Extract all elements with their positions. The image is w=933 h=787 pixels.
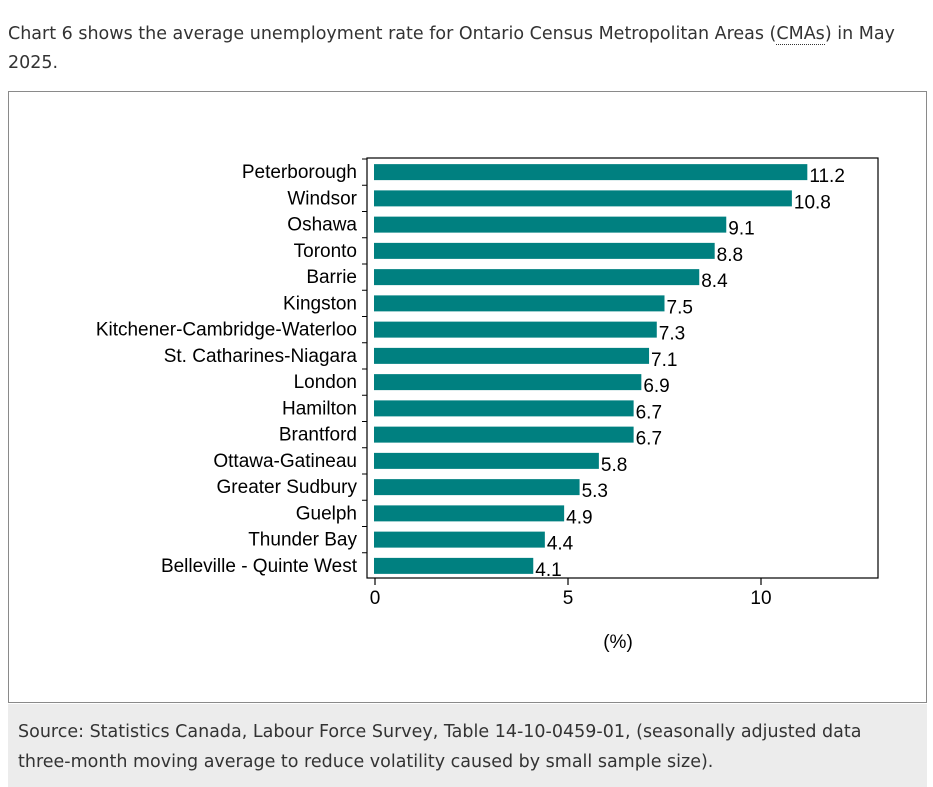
x-axis-title: (%): [603, 632, 633, 653]
value-label: 6.7: [636, 402, 662, 423]
category-label: Hamilton: [282, 398, 357, 419]
category-label: Thunder Bay: [248, 530, 357, 551]
category-label: Brantford: [279, 425, 357, 446]
bar-hamilton: [374, 400, 634, 417]
value-label: 7.5: [667, 297, 693, 318]
category-label: Peterborough: [242, 162, 357, 183]
value-label: 11.2: [809, 166, 845, 187]
bar-windsor: [374, 190, 792, 207]
bar-ottawa-gatineau: [374, 452, 599, 469]
bar-toronto: [374, 242, 715, 259]
bar-belleville-quinte-west: [374, 557, 534, 574]
category-label: Greater Sudbury: [217, 477, 358, 498]
bar-st-catharines-niagara: [374, 347, 650, 364]
category-label: Barrie: [306, 267, 357, 288]
chart-source-note: Source: Statistics Canada, Labour Force …: [8, 704, 927, 787]
bar-london: [374, 374, 642, 391]
unemployment-bar-chart: 0 5 10 (%) Peterborough 11.2 Windsor 10.8 Oshawa…: [96, 157, 879, 653]
intro-text-before: Chart 6 shows the average unemployment r…: [8, 23, 777, 44]
value-label: 10.8: [794, 192, 831, 213]
bar-brantford: [374, 426, 634, 443]
bar-peterborough: [374, 164, 808, 181]
bar-kitchener-cambridge-waterloo: [374, 321, 657, 338]
category-label: Belleville - Quinte West: [161, 556, 358, 577]
value-label: 4.4: [547, 534, 574, 555]
chart-container: 0 5 10 (%) Peterborough 11.2 Windsor 10.8 Oshawa…: [8, 91, 927, 703]
bar-oshawa: [374, 216, 727, 233]
value-label: 9.1: [728, 219, 754, 240]
bar-barrie: [374, 269, 700, 286]
bar-kingston: [374, 295, 665, 312]
value-label: 6.7: [636, 429, 662, 450]
cma-abbr[interactable]: CMAs: [776, 23, 825, 45]
value-label: 4.9: [566, 507, 592, 528]
category-label: Windsor: [287, 188, 357, 209]
value-label: 8.4: [701, 271, 728, 292]
value-label: 5.8: [601, 455, 627, 476]
category-label: Kitchener-Cambridge-Waterloo: [96, 320, 357, 341]
category-label: Kingston: [283, 293, 357, 314]
category-label: Toronto: [294, 241, 357, 262]
bar-greater-sudbury: [374, 479, 580, 496]
value-label: 6.9: [643, 376, 669, 397]
value-label: 8.8: [717, 245, 743, 266]
value-label: 5.3: [582, 481, 608, 502]
x-tick-label: 10: [750, 588, 771, 609]
x-tick-label: 5: [563, 588, 574, 609]
category-label: St. Catharines-Niagara: [164, 346, 358, 367]
value-label: 4.1: [535, 560, 561, 581]
plot-frame: [366, 157, 879, 579]
value-label: 7.3: [659, 324, 685, 345]
bar-thunder-bay: [374, 531, 545, 548]
bar-guelph: [374, 505, 565, 522]
chart-intro-text: Chart 6 shows the average unemployment r…: [8, 20, 923, 78]
x-tick-label: 0: [370, 588, 381, 609]
category-label: Guelph: [296, 503, 357, 524]
category-label: Ottawa-Gatineau: [213, 451, 357, 472]
intro-text-after: ) in May 2025.: [8, 23, 895, 73]
category-label: London: [294, 372, 357, 393]
category-label: Oshawa: [287, 215, 357, 236]
value-label: 7.1: [651, 350, 677, 371]
